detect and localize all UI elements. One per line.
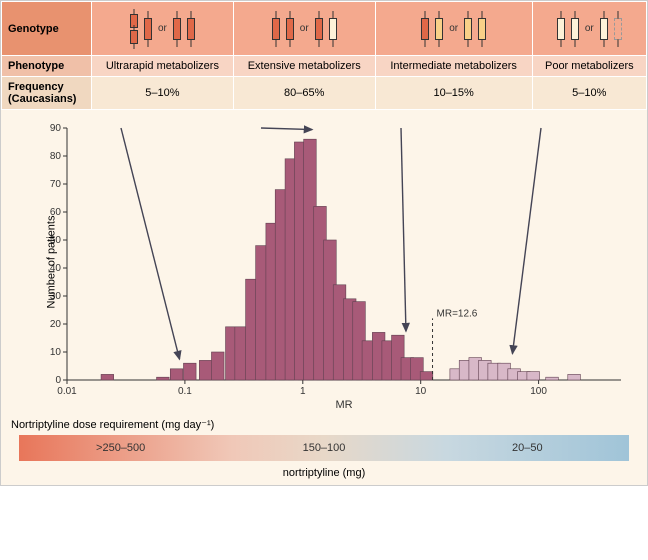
- or-text: or: [300, 23, 309, 34]
- svg-text:MR=12.6: MR=12.6: [437, 308, 478, 319]
- histogram-svg: 01020304050607080900.010.1110100MRMR=12.…: [49, 120, 631, 410]
- phenotype-cell: Intermediate metabolizers: [375, 56, 532, 77]
- dose-gradient-bar: >250–500 150–100 20–50: [19, 435, 629, 461]
- phenotype-cell: Poor metabolizers: [532, 56, 646, 77]
- row-label-phenotype: Phenotype: [2, 56, 92, 77]
- y-axis-label: Number of patients: [45, 216, 57, 309]
- row-label-genotype: Genotype: [2, 2, 92, 56]
- phenotype-cell: Extensive metabolizers: [233, 56, 375, 77]
- genotype-cell-extensive: or: [233, 2, 375, 56]
- svg-text:1: 1: [300, 386, 306, 397]
- or-text: or: [158, 23, 167, 34]
- svg-text:100: 100: [530, 386, 547, 397]
- genotype-cell-intermediate: or: [375, 2, 532, 56]
- genotype-row: Genotype or or or: [2, 2, 647, 56]
- row-label-frequency: Frequency (Caucasians): [2, 77, 92, 110]
- or-text: or: [585, 23, 594, 34]
- frequency-cell: 5–10%: [92, 77, 234, 110]
- frequency-cell: 80–65%: [233, 77, 375, 110]
- dose-caption: nortriptyline (mg): [1, 465, 647, 485]
- or-text: or: [449, 23, 458, 34]
- dose-segment: 20–50: [426, 442, 629, 454]
- svg-text:MR: MR: [335, 399, 352, 410]
- svg-text:70: 70: [50, 179, 62, 190]
- frequency-row: Frequency (Caucasians) 5–10% 80–65% 10–1…: [2, 77, 647, 110]
- dose-segment: >250–500: [19, 442, 222, 454]
- svg-text:20: 20: [50, 319, 62, 330]
- genotype-table: Genotype or or or: [1, 1, 647, 110]
- dose-title: Nortriptyline dose requirement (mg day⁻¹…: [1, 414, 647, 435]
- svg-text:10: 10: [415, 386, 427, 397]
- figure-container: Genotype or or or: [0, 0, 648, 486]
- frequency-cell: 10–15%: [375, 77, 532, 110]
- phenotype-cell: Ultrarapid metabolizers: [92, 56, 234, 77]
- svg-text:90: 90: [50, 123, 62, 134]
- genotype-cell-poor: or: [532, 2, 646, 56]
- frequency-cell: 5–10%: [532, 77, 646, 110]
- genotype-cell-ultrarapid: or: [92, 2, 234, 56]
- svg-text:80: 80: [50, 151, 62, 162]
- svg-text:10: 10: [50, 347, 62, 358]
- dose-segment: 150–100: [222, 442, 425, 454]
- svg-text:0.1: 0.1: [178, 386, 192, 397]
- phenotype-row: Phenotype Ultrarapid metabolizers Extens…: [2, 56, 647, 77]
- svg-text:0.01: 0.01: [57, 386, 77, 397]
- histogram-area: Number of patients 01020304050607080900.…: [1, 110, 647, 414]
- svg-text:0: 0: [55, 375, 61, 386]
